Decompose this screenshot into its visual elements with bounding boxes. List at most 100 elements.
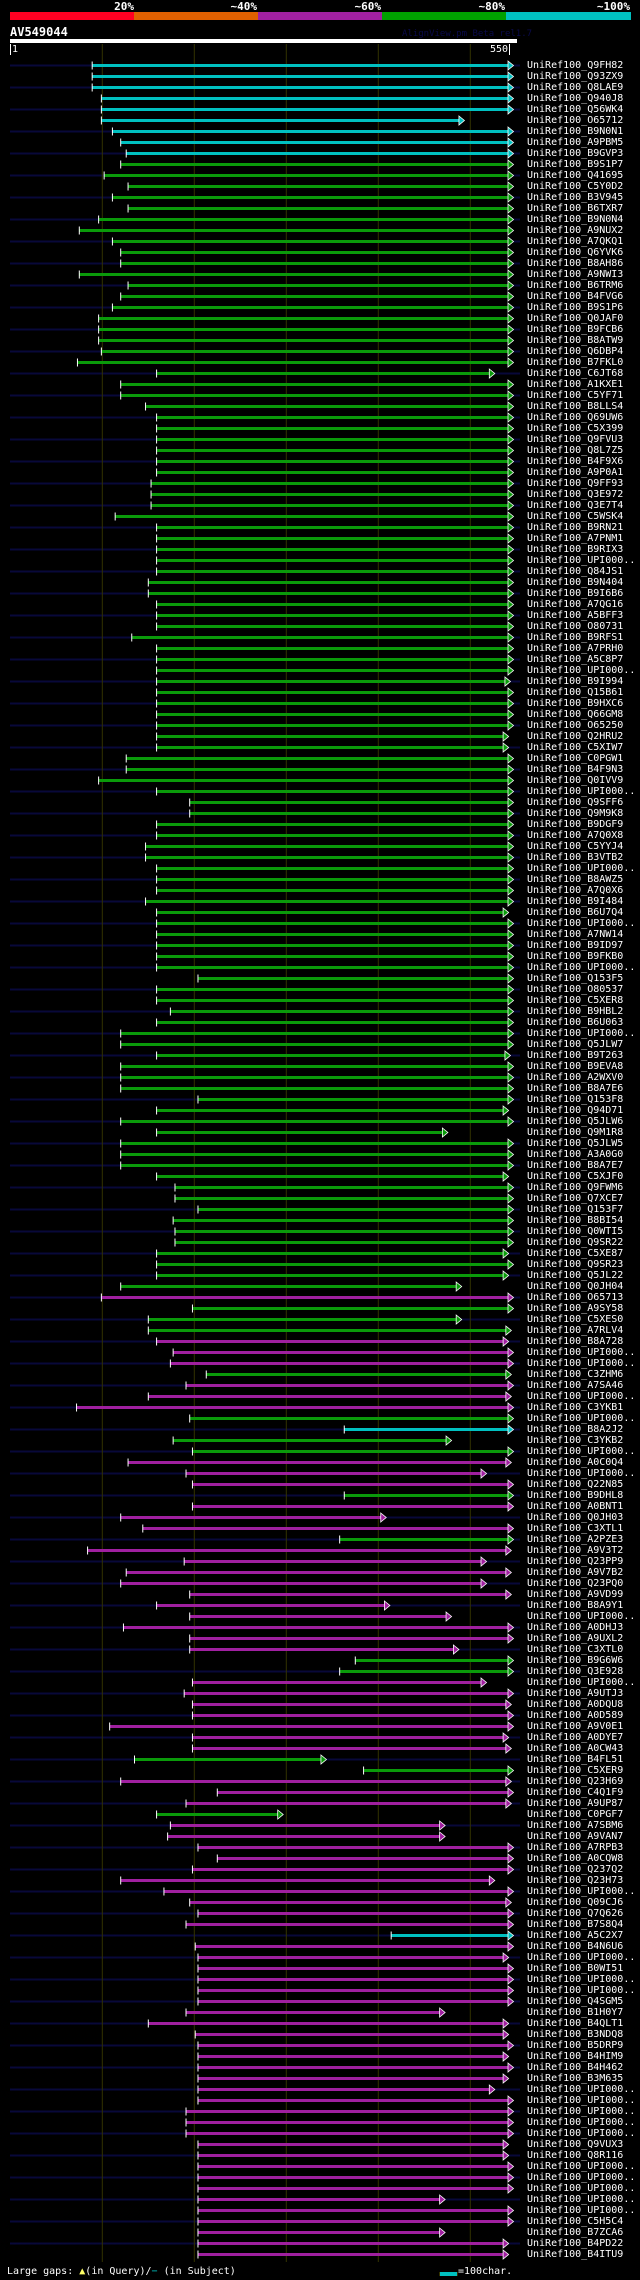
hit-label[interactable]: UniRef100_O80537 [527, 983, 624, 995]
hit-label[interactable]: UniRef100_A0C0Q4 [527, 1456, 624, 1468]
hit-label[interactable]: UniRef100_Q6DBP4 [527, 345, 624, 357]
hit-label[interactable]: UniRef100_UPI000.. [527, 1973, 636, 1985]
hit-label[interactable]: UniRef100_UPI000.. [527, 554, 636, 566]
hit-label[interactable]: UniRef100_B3M635 [527, 2072, 624, 2084]
hit-label[interactable]: UniRef100_B3V945 [527, 191, 624, 203]
hit-label[interactable]: UniRef100_O65712 [527, 114, 624, 126]
hit-label[interactable]: UniRef100_B4QLT1 [527, 2017, 624, 2029]
hit-label[interactable]: UniRef100_A0D589 [527, 1709, 624, 1721]
hit-label[interactable]: UniRef100_UPI000.. [527, 2083, 636, 2095]
hit-label[interactable]: UniRef100_B8BI54 [527, 1214, 624, 1226]
hit-label[interactable]: UniRef100_Q153F8 [527, 1093, 624, 1105]
hit-label[interactable]: UniRef100_Q94D71 [527, 1104, 624, 1116]
hit-label[interactable]: UniRef100_A9NWI3 [527, 268, 624, 280]
hit-label[interactable]: UniRef100_UPI000.. [527, 2171, 636, 2183]
hit-label[interactable]: UniRef100_B9RN21 [527, 521, 624, 533]
hit-label[interactable]: UniRef100_C5WSK4 [527, 510, 624, 522]
hit-label[interactable]: UniRef100_B4ITU9 [527, 2248, 624, 2260]
hit-label[interactable]: UniRef100_Q5JLW7 [527, 1038, 624, 1050]
hit-label[interactable]: UniRef100_Q23H69 [527, 1775, 624, 1787]
hit-label[interactable]: UniRef100_C0PGF7 [527, 1808, 624, 1820]
hit-label[interactable]: UniRef100_C5XIW7 [527, 741, 624, 753]
hit-label[interactable]: UniRef100_B6U063 [527, 1016, 624, 1028]
hit-label[interactable]: UniRef100_C5XJF0 [527, 1170, 624, 1182]
hit-label[interactable]: UniRef100_B0WI51 [527, 1962, 624, 1974]
hit-label[interactable]: UniRef100_UPI000.. [527, 961, 636, 973]
hit-label[interactable]: UniRef100_UPI000.. [527, 2116, 636, 2128]
hit-label[interactable]: UniRef100_B5DRP9 [527, 2039, 624, 2051]
hit-label[interactable]: UniRef100_B9FKB0 [527, 950, 624, 962]
hit-label[interactable]: UniRef100_Q9VUX3 [527, 2138, 624, 2150]
hit-label[interactable]: UniRef100_C5XES0 [527, 1313, 624, 1325]
hit-label[interactable]: UniRef100_B8AH86 [527, 257, 624, 269]
hit-label[interactable]: UniRef100_C0PGW1 [527, 752, 624, 764]
hit-label[interactable]: UniRef100_A0BNT1 [527, 1500, 624, 1512]
hit-label[interactable]: UniRef100_C3YKB1 [527, 1401, 624, 1413]
hit-label[interactable]: UniRef100_Q0JH04 [527, 1280, 624, 1292]
hit-label[interactable]: UniRef100_A9V0E1 [527, 1720, 624, 1732]
hit-label[interactable]: UniRef100_C3YKB2 [527, 1434, 624, 1446]
hit-label[interactable]: UniRef100_A5C8P7 [527, 653, 624, 665]
hit-label[interactable]: UniRef100_B9I6B6 [527, 587, 624, 599]
hit-label[interactable]: UniRef100_B9GVP3 [527, 147, 624, 159]
hit-label[interactable]: UniRef100_C5H5C4 [527, 2215, 624, 2227]
hit-label[interactable]: UniRef100_Q3E7T4 [527, 499, 624, 511]
hit-label[interactable]: UniRef100_B8A2J2 [527, 1423, 624, 1435]
hit-label[interactable]: UniRef100_B4FVG6 [527, 290, 624, 302]
hit-label[interactable]: UniRef100_B8A9Y1 [527, 1599, 624, 1611]
hit-label[interactable]: UniRef100_A7QKQ1 [527, 235, 624, 247]
hit-label[interactable]: UniRef100_Q0IVV9 [527, 774, 624, 786]
hit-label[interactable]: UniRef100_Q7Q626 [527, 1907, 624, 1919]
hit-label[interactable]: UniRef100_Q2HRU2 [527, 730, 624, 742]
hit-label[interactable]: UniRef100_Q4SGM5 [527, 1995, 624, 2007]
hit-label[interactable]: UniRef100_B4N6U6 [527, 1940, 624, 1952]
hit-label[interactable]: UniRef100_Q7XCE7 [527, 1192, 624, 1204]
hit-label[interactable]: UniRef100_Q5JLW5 [527, 1137, 624, 1149]
hit-label[interactable]: UniRef100_B8LLS4 [527, 400, 624, 412]
hit-label[interactable]: UniRef100_Q153F7 [527, 1203, 624, 1215]
hit-label[interactable]: UniRef100_B6U7Q4 [527, 906, 624, 918]
hit-label[interactable]: UniRef100_C5Y0D2 [527, 180, 624, 192]
hit-label[interactable]: UniRef100_B4PD22 [527, 2237, 624, 2249]
hit-label[interactable]: UniRef100_Q5JLW6 [527, 1115, 624, 1127]
hit-label[interactable]: UniRef100_Q9FF93 [527, 477, 624, 489]
hit-label[interactable]: UniRef100_UPI000.. [527, 2193, 636, 2205]
hit-label[interactable]: UniRef100_A5C2X7 [527, 1929, 624, 1941]
hit-label[interactable]: UniRef100_Q56WK4 [527, 103, 624, 115]
hit-label[interactable]: UniRef100_C3ZHM6 [527, 1368, 624, 1380]
hit-label[interactable]: UniRef100_B6TXR7 [527, 202, 624, 214]
hit-label[interactable]: UniRef100_Q8R116 [527, 2149, 624, 2161]
hit-label[interactable]: UniRef100_A2PZE3 [527, 1533, 624, 1545]
hit-label[interactable]: UniRef100_Q9FVU3 [527, 433, 624, 445]
hit-label[interactable]: UniRef100_UPI000.. [527, 2204, 636, 2216]
hit-label[interactable]: UniRef100_B4HIM9 [527, 2050, 624, 2062]
hit-label[interactable]: UniRef100_B9RIX3 [527, 543, 624, 555]
hit-label[interactable]: UniRef100_A2WXV0 [527, 1071, 624, 1083]
hit-label[interactable]: UniRef100_Q0JAF0 [527, 312, 624, 324]
hit-label[interactable]: UniRef100_C3XTL0 [527, 1643, 624, 1655]
hit-label[interactable]: UniRef100_Q153F5 [527, 972, 624, 984]
hit-label[interactable]: UniRef100_B9EVA8 [527, 1060, 624, 1072]
hit-label[interactable]: UniRef100_Q0WTI5 [527, 1225, 624, 1237]
hit-label[interactable]: UniRef100_UPI000.. [527, 1610, 636, 1622]
hit-label[interactable]: UniRef100_A0DQU8 [527, 1698, 624, 1710]
hit-label[interactable]: UniRef100_B4H462 [527, 2061, 624, 2073]
hit-label[interactable]: UniRef100_B4FL51 [527, 1753, 624, 1765]
hit-label[interactable]: UniRef100_A9NUX2 [527, 224, 624, 236]
hit-label[interactable]: UniRef100_Q9SFF6 [527, 796, 624, 808]
hit-label[interactable]: UniRef100_A9P0A1 [527, 466, 624, 478]
hit-label[interactable]: UniRef100_UPI000.. [527, 1676, 636, 1688]
hit-label[interactable]: UniRef100_A5BFF3 [527, 609, 624, 621]
hit-label[interactable]: UniRef100_Q23PP9 [527, 1555, 624, 1567]
hit-label[interactable]: UniRef100_Q9FH82 [527, 59, 624, 71]
hit-label[interactable]: UniRef100_C6JT68 [527, 367, 624, 379]
hit-label[interactable]: UniRef100_B7ZCA6 [527, 2226, 624, 2238]
hit-label[interactable]: UniRef100_A7Q0X6 [527, 884, 624, 896]
hit-label[interactable]: UniRef100_A9UXL2 [527, 1632, 624, 1644]
hit-label[interactable]: UniRef100_C5YF71 [527, 389, 624, 401]
hit-label[interactable]: UniRef100_A0CQW8 [527, 1852, 624, 1864]
hit-label[interactable]: UniRef100_B3VTB2 [527, 851, 624, 863]
hit-label[interactable]: UniRef100_B4F9X6 [527, 455, 624, 467]
hit-label[interactable]: UniRef100_B8A7E7 [527, 1159, 624, 1171]
hit-label[interactable]: UniRef100_A9UP87 [527, 1797, 624, 1809]
